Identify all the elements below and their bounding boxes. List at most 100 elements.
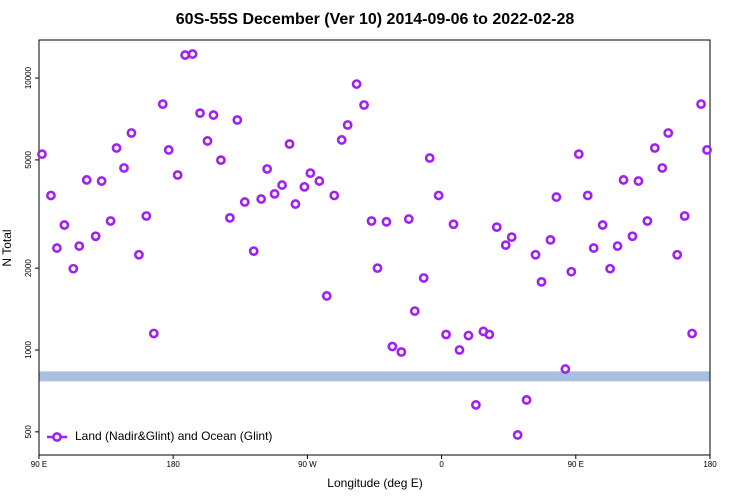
data-point xyxy=(506,232,517,243)
data-point xyxy=(633,176,644,186)
data-point xyxy=(90,231,101,242)
data-point xyxy=(232,115,243,125)
data-point xyxy=(396,347,407,357)
data-point xyxy=(387,341,398,352)
data-point xyxy=(59,220,70,230)
data-point xyxy=(500,240,511,251)
data-point xyxy=(582,190,593,201)
data-point xyxy=(470,400,481,410)
data-point xyxy=(642,216,653,226)
data-point xyxy=(605,263,615,274)
data-point xyxy=(37,149,47,160)
data-point xyxy=(148,328,159,339)
data-point xyxy=(208,110,219,120)
data-point xyxy=(68,263,79,274)
data-point xyxy=(96,176,107,186)
data-point xyxy=(663,128,674,138)
data-point xyxy=(491,222,502,233)
data-point xyxy=(314,176,325,186)
data-point xyxy=(696,99,706,109)
data-point xyxy=(702,145,712,155)
legend-marker xyxy=(52,432,62,442)
data-point xyxy=(597,220,608,230)
data-point xyxy=(46,190,56,201)
data-point xyxy=(216,155,226,166)
x-tick-label: 180 xyxy=(167,460,181,469)
y-tick-label: 2000 xyxy=(24,259,33,277)
data-point xyxy=(290,199,301,209)
data-point xyxy=(195,108,205,119)
data-point xyxy=(202,136,213,146)
data-point xyxy=(448,219,459,230)
x-tick-label: 90 W xyxy=(298,460,317,469)
y-axis-label: N Total xyxy=(0,229,14,266)
data-point xyxy=(672,249,683,260)
data-point xyxy=(172,170,183,180)
legend-label: Land (Nadir&Glint) and Ocean (Glint) xyxy=(75,429,272,443)
y-tick-label: 500 xyxy=(24,425,33,439)
data-point xyxy=(372,263,383,274)
data-point xyxy=(134,249,144,260)
y-tick-label: 1000 xyxy=(24,341,33,359)
data-point xyxy=(454,345,465,355)
data-point xyxy=(441,329,451,340)
data-point xyxy=(277,180,287,190)
x-tick-label: 90 E xyxy=(568,460,584,469)
data-point xyxy=(51,243,62,253)
data-point xyxy=(248,246,259,257)
data-point xyxy=(627,231,638,242)
data-point xyxy=(157,99,168,109)
data-point xyxy=(657,163,668,173)
chart-title: 60S-55S December (Ver 10) 2014-09-06 to … xyxy=(176,11,575,28)
y-tick-label: 5000 xyxy=(24,150,33,168)
data-point xyxy=(560,364,571,374)
x-tick-label: 0 xyxy=(439,460,444,469)
data-point xyxy=(321,291,332,301)
data-point xyxy=(187,49,198,59)
data-point xyxy=(119,163,129,173)
data-point xyxy=(418,273,429,283)
data-point xyxy=(463,330,474,341)
data-point xyxy=(359,100,369,110)
data-point xyxy=(105,216,116,226)
data-point xyxy=(536,276,547,287)
data-point xyxy=(336,135,347,145)
data-point xyxy=(545,234,556,245)
data-point xyxy=(351,79,362,89)
x-tick-label: 90 E xyxy=(31,460,47,469)
data-point xyxy=(256,194,267,204)
data-point xyxy=(433,190,444,201)
data-point xyxy=(424,153,435,163)
data-point xyxy=(224,212,235,223)
data-point xyxy=(573,149,584,160)
data-point xyxy=(342,120,353,130)
data-point xyxy=(566,266,577,277)
data-point xyxy=(512,430,523,440)
data-point xyxy=(588,243,599,253)
data-point xyxy=(111,143,122,153)
data-point xyxy=(269,188,280,199)
data-point xyxy=(551,192,562,202)
data-point xyxy=(126,128,137,138)
data-point xyxy=(618,175,629,185)
data-point xyxy=(329,190,340,201)
data-point xyxy=(284,139,295,149)
data-point xyxy=(381,216,392,227)
data-point xyxy=(239,197,250,207)
data-point xyxy=(163,145,174,155)
data-point xyxy=(530,249,541,260)
data-point xyxy=(81,175,92,185)
data-point xyxy=(262,164,273,174)
data-point xyxy=(687,328,698,339)
data-point xyxy=(141,211,152,221)
data-point xyxy=(403,214,414,224)
data-point xyxy=(74,241,85,251)
y-tick-label: 10000 xyxy=(24,66,33,89)
data-point xyxy=(180,50,191,60)
data-point xyxy=(679,211,690,221)
x-tick-label: 180 xyxy=(703,460,717,469)
data-point xyxy=(299,181,310,192)
x-axis-label: Longitude (deg E) xyxy=(327,476,422,490)
data-point xyxy=(612,241,623,251)
